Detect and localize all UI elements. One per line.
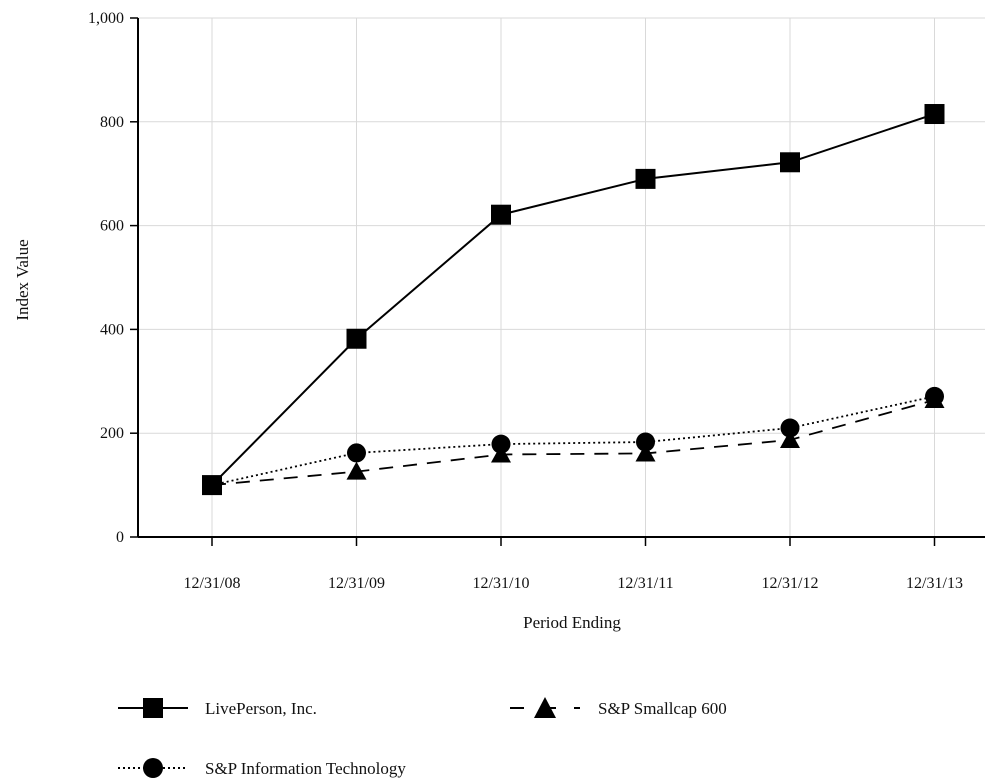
point-triangle: [346, 461, 367, 480]
legend: LivePerson, Inc. S&P Smallcap 600 S&P In…: [118, 697, 727, 778]
point-circle: [780, 418, 800, 438]
y-tick-label: 1,000: [88, 10, 124, 27]
legend-marker-square: [143, 698, 163, 718]
series-line-triangle: [211, 399, 935, 486]
point-circle: [925, 386, 944, 406]
series-line-square: [211, 113, 935, 486]
point-circle: [491, 434, 511, 454]
legend-marker-triangle: [534, 697, 556, 718]
point-square: [491, 204, 511, 225]
point-triangle: [780, 429, 800, 448]
legend-label-smallcap: S&P Smallcap 600: [598, 699, 727, 718]
gridlines: [130, 17, 985, 546]
point-circle: [347, 443, 366, 463]
series-layer: [202, 104, 945, 496]
legend-item-liveperson: LivePerson, Inc.: [118, 698, 317, 718]
point-triangle: [635, 443, 656, 462]
legend-marker-circle: [143, 758, 163, 778]
point-square: [780, 152, 800, 173]
y-axis-title: Index Value: [13, 239, 32, 320]
axes: [137, 18, 985, 538]
x-tick-label: 12/31/13: [906, 575, 963, 592]
series-line-circle: [211, 395, 935, 486]
y-tick-label: 200: [100, 425, 124, 442]
point-square: [346, 328, 367, 349]
point-circle: [636, 432, 655, 452]
y-tick-label: 0: [116, 529, 124, 546]
point-square: [202, 475, 222, 496]
x-tick-labels: 12/31/08 12/31/09 12/31/10 12/31/11 12/31/12…: [184, 575, 963, 592]
legend-label-liveperson: LivePerson, Inc.: [205, 699, 317, 718]
y-tick-label: 800: [100, 114, 124, 131]
x-tick-label: 12/31/09: [328, 575, 385, 592]
y-tick-labels: 0 200 400 600 800 1,000: [88, 10, 124, 546]
point-square: [635, 168, 656, 189]
x-tick-label: 12/31/11: [617, 575, 673, 592]
x-tick-label: 12/31/12: [762, 575, 819, 592]
x-axis-title: Period Ending: [523, 613, 621, 632]
y-tick-label: 600: [100, 218, 124, 235]
legend-item-smallcap: S&P Smallcap 600: [510, 697, 727, 718]
x-tick-label: 12/31/10: [473, 575, 530, 592]
legend-item-info-tech: S&P Information Technology: [118, 758, 406, 778]
point-square: [924, 104, 945, 125]
x-tick-label: 12/31/08: [184, 575, 241, 592]
legend-label-info-tech: S&P Information Technology: [205, 759, 406, 778]
y-tick-label: 400: [100, 321, 124, 338]
